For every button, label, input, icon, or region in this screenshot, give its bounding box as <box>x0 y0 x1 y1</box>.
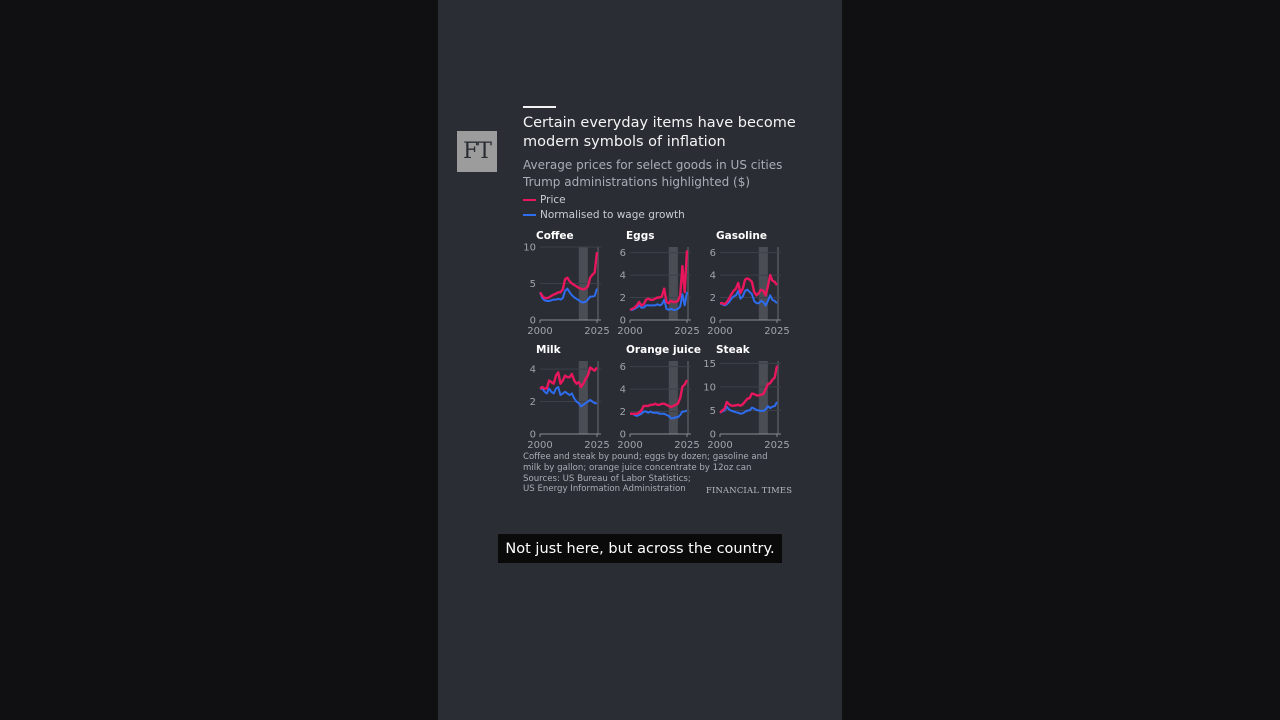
video-subtitle: Not just here, but across the country. <box>498 534 782 563</box>
legend: Price Normalised to wage growth <box>523 193 685 223</box>
x-tick-label: 2025 <box>764 440 789 451</box>
panel-title: Milk <box>536 344 562 356</box>
legend-label: Price <box>540 194 566 206</box>
panel-title: Coffee <box>536 230 574 242</box>
y-tick-label: 2 <box>530 397 536 408</box>
financial-times-wordmark: FINANCIAL TIMES <box>706 485 793 495</box>
source-line: Sources: US Bureau of Labor Statistics; <box>523 473 691 484</box>
y-tick-label: 5 <box>530 279 536 290</box>
y-tick-label: 4 <box>620 385 626 396</box>
series-line-price <box>539 366 598 390</box>
trump-administration-band <box>758 361 768 434</box>
series-line-wage-normalised <box>539 287 598 304</box>
panel-title: Orange juice <box>626 344 701 356</box>
series-line-price <box>719 365 779 414</box>
video-frame <box>438 0 842 720</box>
x-tick-label: 2025 <box>584 440 609 451</box>
note-line: milk by gallon; orange juice concentrate… <box>523 462 752 473</box>
trump-administration-band <box>668 247 678 320</box>
ft-logo-text: FT <box>463 139 492 164</box>
legend-label: Normalised to wage growth <box>540 209 685 221</box>
series-line-wage-normalised <box>630 291 688 311</box>
x-tick-label: 2000 <box>617 440 642 451</box>
series-line-price <box>720 273 778 306</box>
y-tick-label: 2 <box>710 293 716 304</box>
y-tick-label: 6 <box>620 248 626 259</box>
y-tick-label: 5 <box>710 406 716 417</box>
y-tick-label: 0 <box>620 430 626 441</box>
ft-logo: FT <box>457 131 497 172</box>
y-tick-label: 4 <box>620 271 626 282</box>
legend-item-wage: Normalised to wage growth <box>523 208 685 223</box>
trump-administration-band <box>687 361 689 434</box>
chart-eggs: Eggs 0 2 4 6 2000 2025 <box>617 230 699 337</box>
y-tick-label: 15 <box>703 359 716 370</box>
x-tick-label: 2025 <box>674 326 699 337</box>
series-line-wage-normalised <box>540 386 597 408</box>
blurred-background-left <box>0 0 438 720</box>
chart-steak: Steak 0 5 10 15 2000 2025 <box>703 344 789 451</box>
series-line-price <box>538 251 599 300</box>
chart-orange-juice: Orange juice 0 2 4 6 2000 2025 <box>617 344 701 451</box>
chart-subtitle: Average prices for select goods in US ci… <box>523 157 803 190</box>
series-line-price <box>629 250 689 311</box>
trump-administration-band <box>777 361 779 434</box>
legend-swatch <box>523 199 536 201</box>
blurred-background-right <box>842 0 1280 720</box>
panel-title: Eggs <box>626 230 654 242</box>
y-tick-label: 4 <box>530 365 536 376</box>
panel-title: Gasoline <box>716 230 767 242</box>
x-tick-label: 2000 <box>527 440 552 451</box>
series-line-price <box>630 379 689 415</box>
x-tick-label: 2025 <box>764 326 789 337</box>
chart-title: Certain everyday items have become moder… <box>523 115 796 150</box>
panel-title: Steak <box>716 344 751 356</box>
trump-administration-band <box>777 247 779 320</box>
chart-coffee: Coffee 0 5 10 2000 2025 <box>523 230 609 337</box>
y-tick-label: 10 <box>703 382 716 393</box>
y-tick-label: 2 <box>620 293 626 304</box>
series-line-wage-normalised <box>719 288 778 307</box>
y-tick-label: 0 <box>620 316 626 327</box>
x-tick-label: 2025 <box>584 326 609 337</box>
trump-administration-band <box>668 361 678 434</box>
y-tick-label: 10 <box>523 243 536 254</box>
chart-milk: Milk 0 2 4 2000 2025 <box>527 344 609 451</box>
chart-notes: Coffee and steak by pound; eggs by dozen… <box>523 452 773 495</box>
y-tick-label: 0 <box>710 430 716 441</box>
x-tick-label: 2025 <box>674 440 699 451</box>
trump-administration-band <box>687 247 689 320</box>
y-tick-label: 2 <box>620 407 626 418</box>
x-tick-label: 2000 <box>707 326 732 337</box>
chart-gasoline: Gasoline 0 2 4 6 2000 2025 <box>707 230 789 337</box>
legend-swatch <box>523 214 536 216</box>
subtitle-line: Average prices for select goods in US ci… <box>523 158 783 172</box>
y-tick-label: 0 <box>530 316 536 327</box>
y-tick-label: 6 <box>710 248 716 259</box>
x-tick-label: 2000 <box>527 326 552 337</box>
y-tick-label: 4 <box>710 271 716 282</box>
subtitle-line: Trump administrations highlighted ($) <box>523 174 751 189</box>
source-line: US Energy Information Administration <box>523 484 686 495</box>
series-line-wage-normalised <box>630 409 688 420</box>
series-line-wage-normalised <box>719 401 778 415</box>
note-line: Coffee and steak by pound; eggs by dozen… <box>523 452 768 462</box>
title-rule <box>523 106 556 108</box>
trump-administration-band <box>597 361 599 434</box>
y-tick-label: 0 <box>710 316 716 327</box>
y-tick-label: 0 <box>530 430 536 441</box>
trump-administration-band <box>578 361 588 434</box>
y-tick-label: 6 <box>620 362 626 373</box>
legend-item-price: Price <box>523 193 685 208</box>
trump-administration-band <box>758 247 768 320</box>
x-tick-label: 2000 <box>707 440 732 451</box>
x-tick-label: 2000 <box>617 326 642 337</box>
